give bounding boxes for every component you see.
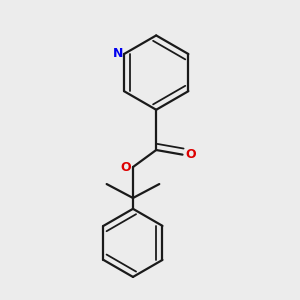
Text: N: N [113,46,124,60]
Text: O: O [185,148,196,161]
Text: O: O [121,160,131,173]
